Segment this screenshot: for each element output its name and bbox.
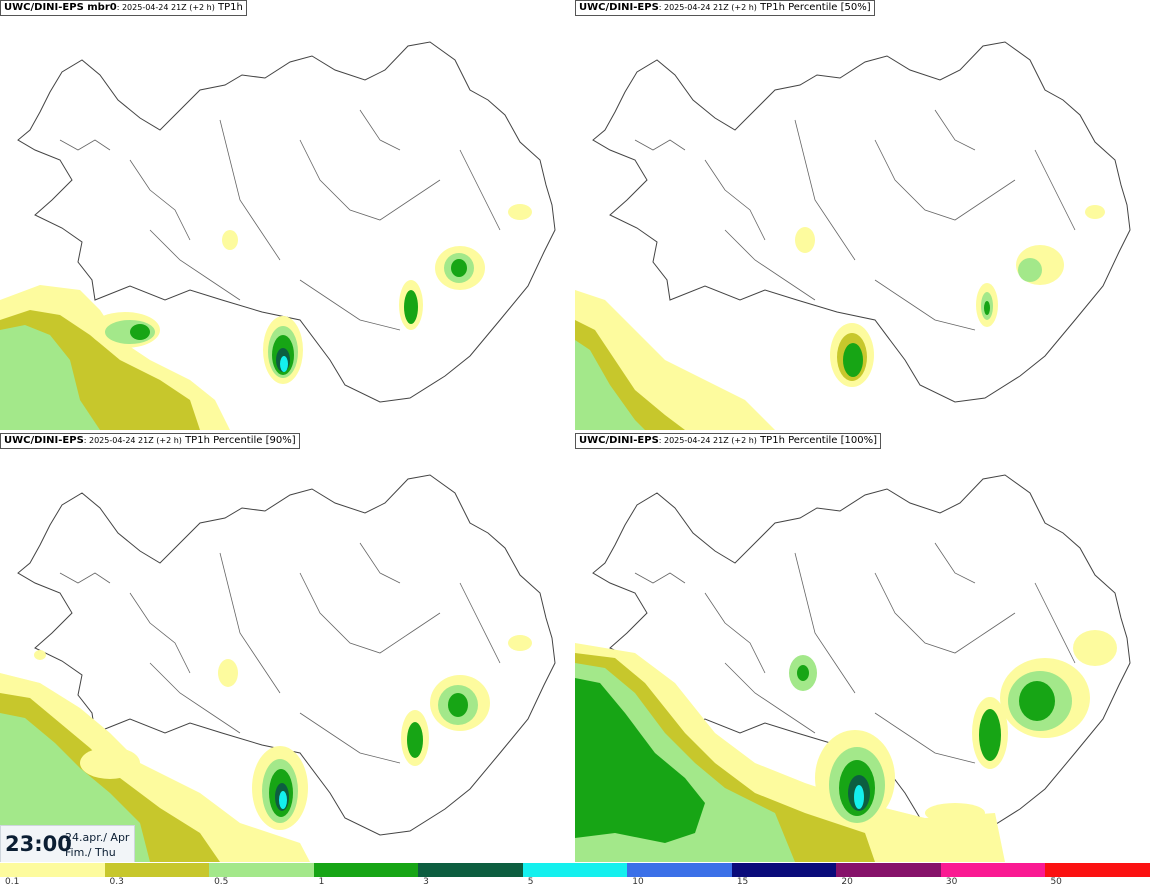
legend-label: 30 <box>945 877 958 887</box>
precip-area <box>984 301 990 315</box>
weekday-line: Fim./ Thu <box>65 846 116 859</box>
panel-title: UWC/DINI-EPS: 2025-04-24 21Z (+2 h) TP1h… <box>575 433 882 449</box>
legend-swatch <box>104 863 211 877</box>
legend-swatch <box>731 863 838 877</box>
legend-label: 15 <box>736 877 749 887</box>
legend-swatch <box>0 863 106 877</box>
precip-area <box>797 665 809 681</box>
legend-swatch <box>313 863 420 877</box>
precip-area <box>508 204 532 220</box>
precip-map <box>0 474 556 862</box>
precip-area <box>575 678 705 843</box>
precip-area <box>575 340 645 430</box>
precip-area <box>222 230 238 250</box>
precip-area <box>404 290 418 324</box>
precip-area <box>0 713 150 862</box>
legend-swatch <box>627 863 733 877</box>
precip-area <box>1073 630 1117 666</box>
legend-swatch <box>209 863 315 877</box>
legend-label: 20 <box>841 877 853 887</box>
precip-area <box>80 747 140 779</box>
legend-label: 5 <box>527 877 534 887</box>
precip-area <box>0 325 100 430</box>
legend-label: 0.1 <box>5 877 20 887</box>
precip-area <box>508 635 532 651</box>
legend-label: 3 <box>423 877 429 887</box>
legend-label: 0.5 <box>214 877 229 887</box>
precip-area <box>1018 258 1042 282</box>
map-panel-p90: UWC/DINI-EPS: 2025-04-24 21Z (+2 h) TP1h… <box>0 433 573 862</box>
legend-swatch <box>1045 863 1150 877</box>
precip-area <box>218 659 238 687</box>
precip-area <box>1085 205 1105 219</box>
precip-area <box>843 343 863 377</box>
legend-swatch <box>836 863 942 877</box>
precip-area <box>279 791 287 809</box>
map-panel-p100: UWC/DINI-EPS: 2025-04-24 21Z (+2 h) TP1h… <box>575 433 1150 862</box>
legend-swatch <box>522 863 629 877</box>
precip-area <box>280 356 288 372</box>
panel-title: UWC/DINI-EPS mbr0: 2025-04-24 21Z (+2 h)… <box>0 0 247 16</box>
valid-time: 23:00 <box>5 832 72 856</box>
precip-legend: 0.1 0.3 0.5 1 3 5 10 15 20 30 50 <box>0 862 1150 891</box>
legend-swatch <box>940 863 1047 877</box>
precip-area <box>451 259 467 277</box>
map-panel-mbr0: UWC/DINI-EPS mbr0: 2025-04-24 21Z (+2 h)… <box>0 0 573 430</box>
precip-map <box>575 474 1131 862</box>
precip-area <box>448 693 468 717</box>
panel-title: UWC/DINI-EPS: 2025-04-24 21Z (+2 h) TP1h… <box>0 433 300 449</box>
precip-area <box>795 227 815 253</box>
precip-map <box>0 41 556 430</box>
precip-area <box>925 803 985 823</box>
legend-swatch <box>418 863 524 877</box>
valid-date: 24.apr./ Apr Fim./ Thu <box>65 830 129 860</box>
valid-time-box: 23:00 24.apr./ Apr Fim./ Thu <box>0 825 135 864</box>
legend-label: 0.3 <box>109 877 124 887</box>
date-line: 24.apr./ Apr <box>65 831 130 844</box>
legend-label: 10 <box>632 877 644 887</box>
precip-area <box>979 709 1001 761</box>
precip-area <box>34 650 46 660</box>
precip-area <box>854 785 864 809</box>
precip-area <box>407 722 423 758</box>
legend-label: 50 <box>1050 877 1062 887</box>
legend-label: 1 <box>318 877 325 887</box>
panel-title: UWC/DINI-EPS: 2025-04-24 21Z (+2 h) TP1h… <box>575 0 875 16</box>
precip-map <box>575 41 1131 430</box>
precip-area <box>130 324 150 340</box>
map-panel-p50: UWC/DINI-EPS: 2025-04-24 21Z (+2 h) TP1h… <box>575 0 1150 430</box>
precip-area <box>1019 681 1055 721</box>
